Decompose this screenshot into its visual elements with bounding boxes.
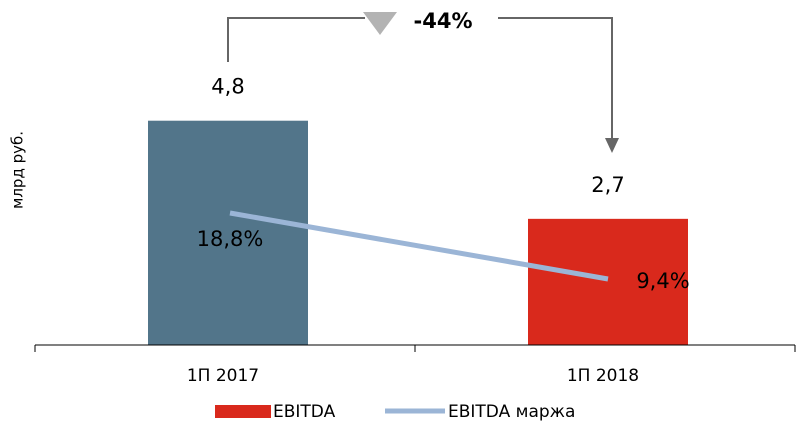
down-triangle: [363, 12, 397, 35]
change-arrow: [227, 17, 613, 140]
legend-label: EBITDA: [273, 402, 336, 422]
x-tick-label: 1П 2017: [187, 366, 259, 386]
bar-value-label: 2,7: [591, 173, 624, 197]
bar: [528, 218, 688, 345]
margin-line: [229, 210, 609, 282]
line-value-label: 18,8%: [197, 227, 264, 251]
bar: [148, 120, 308, 345]
change-label: -44%: [414, 9, 473, 33]
line-value-label: 9,4%: [636, 269, 689, 293]
bar-value-label: 4,8: [211, 75, 244, 99]
legend-label: EBITDA маржа: [448, 402, 575, 422]
arrow-head: [605, 138, 619, 153]
y-axis-label: млрд руб.: [9, 131, 27, 209]
legend-swatch: [215, 405, 271, 418]
x-tick-label: 1П 2018: [567, 366, 639, 386]
